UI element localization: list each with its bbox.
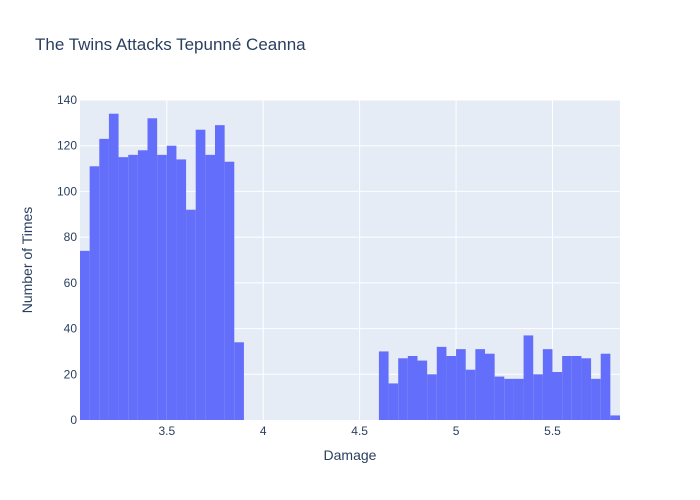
x-tick-labels: 3.5 4 4.5 5 5.5 (158, 424, 561, 438)
histogram-bar[interactable] (388, 383, 399, 420)
histogram-bar[interactable] (108, 113, 119, 420)
histogram-bar[interactable] (378, 351, 389, 420)
histogram-bar[interactable] (591, 378, 601, 420)
histogram-bar[interactable] (523, 335, 534, 420)
histogram-bar[interactable] (610, 415, 620, 420)
histogram-bar[interactable] (465, 369, 476, 420)
histogram-bar[interactable] (600, 353, 611, 420)
y-tick-labels: 0 20 40 60 80 100 120 140 (57, 93, 77, 427)
y-tick-label: 0 (70, 413, 77, 427)
histogram-bar[interactable] (195, 129, 206, 420)
histogram-bar[interactable] (89, 166, 100, 420)
histogram-bar[interactable] (446, 356, 457, 420)
histogram-bar[interactable] (533, 374, 543, 420)
histogram-bar[interactable] (398, 358, 408, 420)
histogram-bar[interactable] (562, 356, 572, 420)
histogram-bar[interactable] (205, 154, 215, 420)
histogram-bar[interactable] (552, 372, 563, 420)
histogram-bar[interactable] (417, 360, 428, 420)
x-tick-label: 5 (453, 424, 460, 438)
x-tick-label: 4 (260, 424, 267, 438)
y-tick-label: 140 (57, 93, 77, 107)
histogram-bar[interactable] (80, 250, 90, 420)
histogram-bar[interactable] (137, 150, 148, 421)
histogram-bar[interactable] (475, 349, 485, 420)
histogram-bar[interactable] (234, 342, 244, 420)
histogram-bar[interactable] (166, 145, 177, 420)
y-tick-label: 60 (64, 276, 78, 290)
histogram-bar[interactable] (147, 118, 158, 421)
histogram-bar[interactable] (157, 154, 167, 420)
histogram-bar[interactable] (542, 349, 553, 420)
histogram-bar[interactable] (485, 353, 495, 420)
y-axis-title: Number of Times (19, 207, 35, 314)
histogram-bar[interactable] (118, 157, 129, 420)
histogram-bar[interactable] (427, 374, 437, 420)
histogram-bar[interactable] (99, 138, 109, 420)
x-axis-title: Damage (324, 447, 377, 463)
x-tick-label: 4.5 (351, 424, 368, 438)
histogram-bar[interactable] (436, 346, 447, 420)
histogram-bar[interactable] (215, 125, 225, 421)
x-tick-label: 5.5 (544, 424, 561, 438)
histogram-bar[interactable] (581, 358, 592, 420)
y-tick-label: 100 (57, 184, 77, 198)
chart-title: The Twins Attacks Tepunné Ceanna (35, 35, 306, 54)
y-tick-label: 40 (64, 322, 78, 336)
histogram-bar[interactable] (571, 356, 582, 420)
y-tick-label: 20 (64, 367, 78, 381)
histogram-bar[interactable] (407, 356, 418, 420)
y-tick-label: 80 (64, 230, 78, 244)
histogram-bar[interactable] (513, 378, 524, 420)
bars (80, 113, 620, 421)
histogram-bar[interactable] (456, 349, 466, 420)
histogram-bar[interactable] (504, 378, 514, 420)
histogram-bar[interactable] (128, 154, 138, 420)
y-tick-label: 120 (57, 139, 77, 153)
histogram-bar[interactable] (186, 209, 196, 420)
x-tick-label: 3.5 (158, 424, 175, 438)
histogram-bar[interactable] (224, 161, 235, 420)
histogram-bar[interactable] (176, 159, 187, 420)
histogram-bar[interactable] (494, 376, 505, 420)
